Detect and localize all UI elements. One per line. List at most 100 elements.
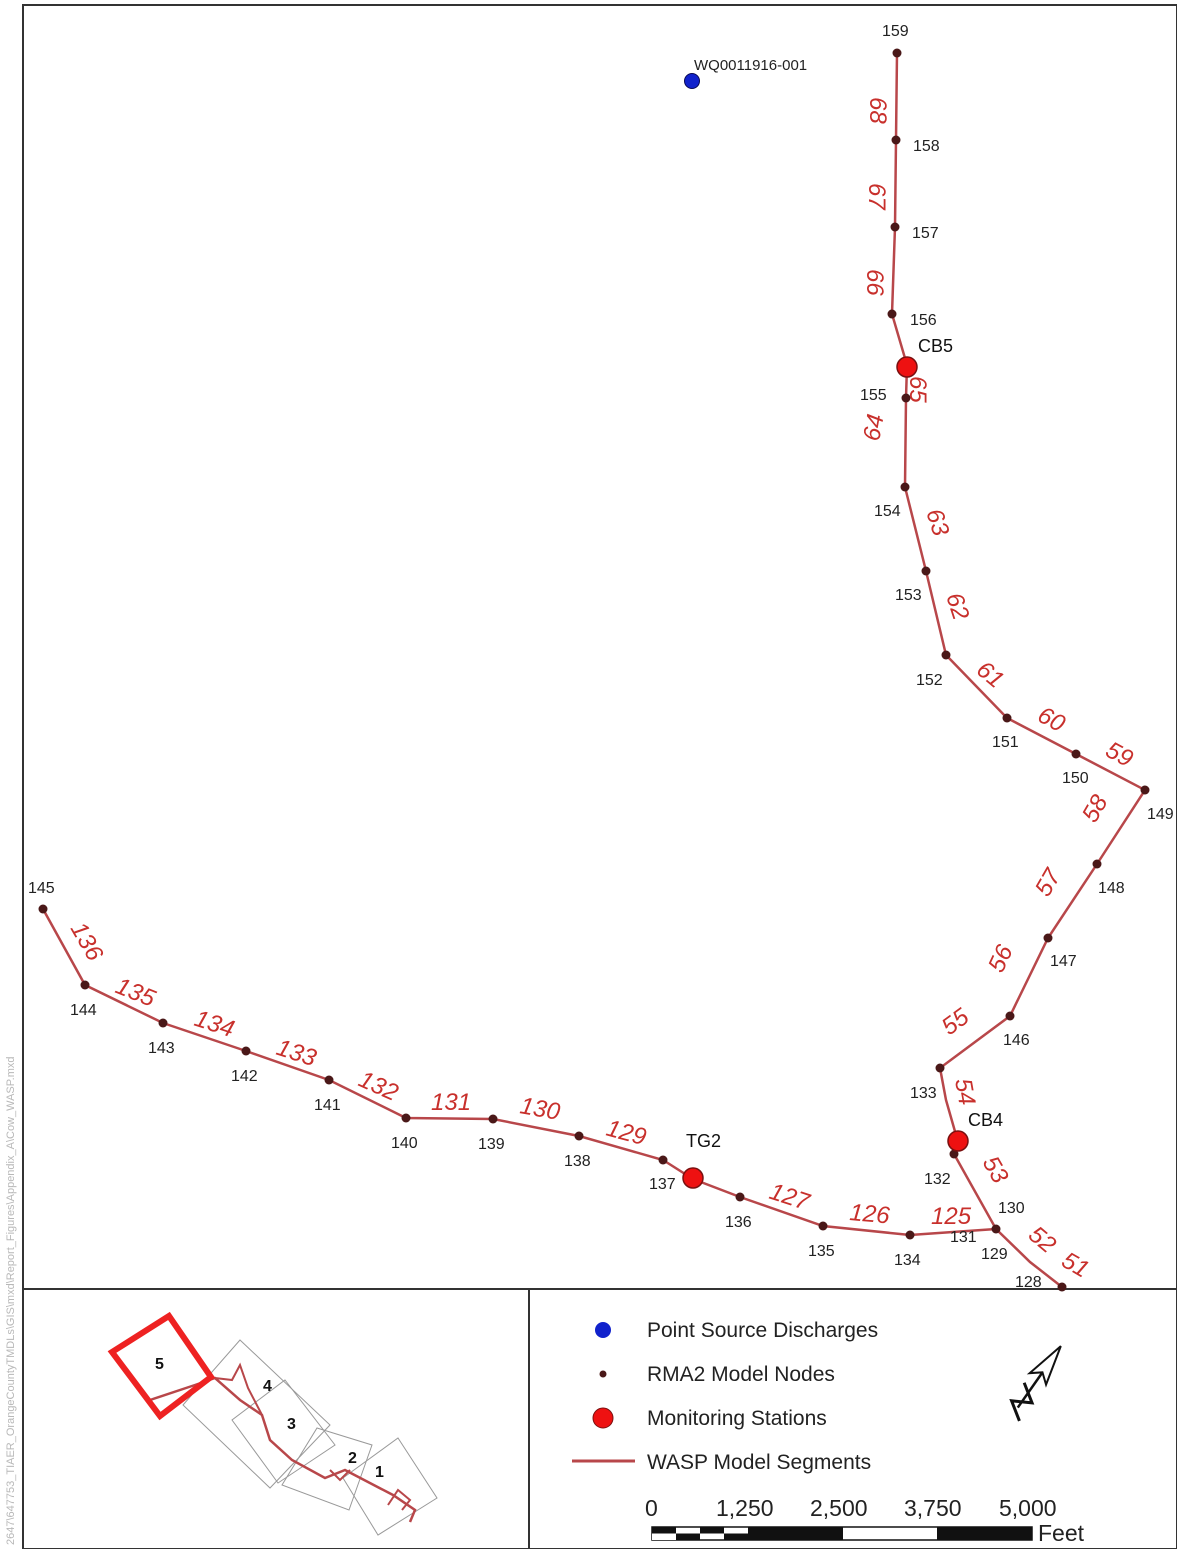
model-node	[735, 1192, 745, 1202]
node-label: 149	[1147, 806, 1174, 823]
station-label-cb5: CB5	[918, 336, 953, 356]
station-label-tg2: TG2	[686, 1131, 721, 1151]
segment-label: 66	[861, 269, 888, 296]
node-label: 133	[910, 1085, 937, 1102]
model-node	[901, 393, 911, 403]
model-node	[1140, 785, 1150, 795]
node-label: 129	[981, 1246, 1008, 1263]
point-source-label: WQ0011916-001	[694, 57, 807, 74]
segment-label: 130	[518, 1092, 563, 1126]
node-label: 152	[916, 672, 943, 689]
red-circle-icon	[592, 1407, 614, 1429]
segment-label: 57	[1030, 863, 1068, 901]
node-label: 157	[912, 225, 939, 242]
scale-bar-block	[652, 1527, 676, 1534]
inset-locator-map: 5 4 3 2 1	[107, 1311, 438, 1536]
node-label: 145	[28, 880, 55, 897]
model-node	[38, 904, 48, 914]
model-node	[658, 1155, 668, 1165]
segment-label: 67	[863, 183, 890, 211]
legend-label-segments: WASP Model Segments	[647, 1451, 871, 1474]
model-node	[818, 1221, 828, 1231]
node-label: 130	[998, 1200, 1025, 1217]
node-label: 146	[1003, 1032, 1030, 1049]
scale-bar-block	[676, 1533, 700, 1540]
node-label: 142	[231, 1068, 258, 1085]
scale-tick-label: 5,000	[999, 1495, 1057, 1521]
inset-box-label: 3	[287, 1416, 296, 1433]
segment-label: 64	[858, 412, 889, 443]
node-label: 143	[148, 1040, 175, 1057]
inset-box-label: 4	[263, 1378, 272, 1395]
inset-box-label: 5	[155, 1356, 164, 1373]
node-label: 156	[910, 312, 937, 329]
scale-tick-label: 2,500	[810, 1495, 868, 1521]
node-label: 155	[860, 387, 887, 404]
model-node	[921, 566, 931, 576]
scale-bar-block	[748, 1527, 843, 1540]
scale-bar-block	[724, 1533, 748, 1540]
segment-label: 53	[977, 1152, 1014, 1189]
model-node	[935, 1063, 945, 1073]
node-label: 141	[314, 1097, 341, 1114]
model-node	[80, 980, 90, 990]
inset-river-branch	[214, 1362, 263, 1416]
node-label: 148	[1098, 880, 1125, 897]
point-source-marker	[684, 73, 700, 89]
point-source-discharge: WQ0011916-001	[684, 57, 807, 89]
segment-label: 60	[1033, 701, 1070, 738]
scale-tick-label: 1,250	[716, 1495, 774, 1521]
small-dark-dot-icon	[599, 1370, 607, 1378]
model-node	[401, 1113, 411, 1123]
model-node	[158, 1018, 168, 1028]
node-label: 131	[950, 1229, 977, 1246]
node-labels: 159 158 157 156 155 154 153 152 151 150 …	[28, 23, 1174, 1291]
station-tg2	[682, 1167, 704, 1189]
inset-river-branch-2	[329, 1469, 351, 1482]
segment-label: 68	[864, 97, 891, 124]
model-node	[890, 222, 900, 232]
map-legend: Point Source Discharges RMA2 Model Nodes…	[572, 1319, 878, 1474]
segment-label: 59	[1101, 736, 1137, 772]
segment-label: 65	[904, 376, 931, 403]
inset-box-4	[182, 1339, 331, 1489]
inset-river-loop	[387, 1488, 412, 1511]
node-label: 128	[1015, 1274, 1042, 1291]
scale-bar: 0 1,250 2,500 3,750 5,000 Feet	[645, 1495, 1085, 1546]
model-node	[1092, 859, 1102, 869]
model-node	[891, 135, 901, 145]
segment-label: 127	[766, 1178, 814, 1217]
rma2-nodes	[38, 48, 1150, 1292]
node-label: 144	[70, 1002, 97, 1019]
segment-label: 54	[949, 1076, 980, 1107]
map-frame	[22, 4, 1177, 1549]
inset-box-label: 1	[375, 1464, 384, 1481]
side-file-path: 2647\647753_TIAER_OrangeCountyTMDLs\GIS\…	[5, 1056, 17, 1545]
inset-river	[149, 1376, 417, 1523]
inset-box-1	[342, 1437, 438, 1536]
model-node	[1005, 1011, 1015, 1021]
node-label: 132	[924, 1171, 951, 1188]
scale-tick-label: 3,750	[904, 1495, 962, 1521]
node-label: 159	[882, 23, 909, 40]
node-label: 158	[913, 138, 940, 155]
model-node	[1071, 749, 1081, 759]
node-label: 139	[478, 1136, 505, 1153]
node-label: 135	[808, 1243, 835, 1260]
model-node	[991, 1224, 1001, 1234]
station-cb5	[896, 356, 918, 378]
segment-label: 126	[848, 1199, 891, 1229]
segment-label: 135	[112, 973, 160, 1013]
node-label: 140	[391, 1135, 418, 1152]
segment-label: 55	[937, 1003, 975, 1041]
model-node	[900, 482, 910, 492]
scale-unit-label: Feet	[1038, 1520, 1085, 1546]
node-label: 134	[894, 1252, 921, 1269]
segment-label: 63	[920, 506, 954, 540]
legend-label-point-source: Point Source Discharges	[647, 1319, 878, 1342]
scale-bar-block	[652, 1533, 676, 1540]
scale-tick-label: 0	[645, 1495, 658, 1521]
model-node	[892, 48, 902, 58]
blue-circle-icon	[595, 1322, 611, 1338]
model-node	[949, 1149, 959, 1159]
